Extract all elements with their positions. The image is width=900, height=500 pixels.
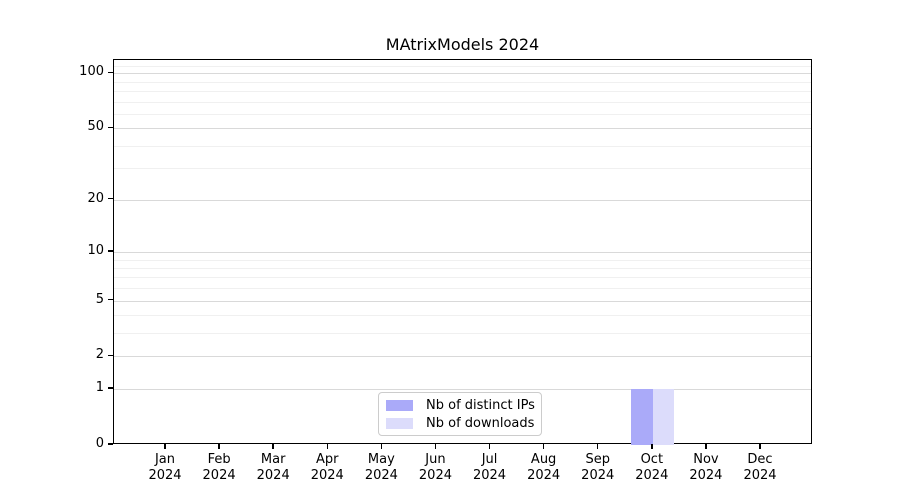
x-tick-label-nov: Nov 2024: [676, 452, 736, 484]
x-tick-label-year-dec: 2024: [743, 468, 777, 483]
gridline-minor-4: [114, 315, 811, 317]
x-tick-label-month-nov: Nov: [693, 452, 719, 467]
x-tick-feb: [218, 444, 220, 449]
gridline-minor-9: [114, 259, 811, 261]
y-tick-label-10: 10: [87, 242, 104, 258]
y-tick-label-20: 20: [87, 190, 104, 206]
gridline-major-20: [114, 199, 811, 201]
bar-nb-of-downloads-oct: [652, 389, 675, 445]
x-tick-label-month-jan: Jan: [154, 452, 176, 467]
gridline-minor-30: [114, 168, 811, 170]
x-tick-label-month-mar: Mar: [260, 452, 286, 467]
x-tick-jan: [164, 444, 166, 449]
x-tick-label-year-may: 2024: [364, 468, 398, 483]
x-tick-label-month-aug: Aug: [530, 452, 557, 467]
y-tick-20: [108, 198, 113, 200]
x-tick-sep: [597, 444, 599, 449]
y-tick-1: [108, 387, 113, 389]
legend-item-distinct-ips: Nb of distinct IPs: [386, 398, 541, 413]
chart-title: MAtrixModels 2024: [385, 35, 540, 54]
x-tick-label-month-feb: Feb: [207, 452, 231, 467]
gridline-minor-80: [114, 90, 811, 92]
x-tick-mar: [272, 444, 274, 449]
x-tick-label-year-jan: 2024: [148, 468, 182, 483]
x-tick-label-jun: Jun 2024: [405, 452, 465, 484]
x-tick-label-aug: Aug 2024: [514, 452, 574, 484]
x-tick-jul: [488, 444, 491, 449]
x-tick-label-jan: Jan 2024: [135, 452, 195, 484]
x-tick-oct: [651, 444, 653, 449]
x-tick-label-jul: Jul 2024: [460, 452, 520, 484]
x-tick-label-year-sep: 2024: [581, 468, 615, 483]
legend-label-downloads: Nb of downloads: [426, 415, 535, 431]
x-tick-nov: [705, 444, 707, 449]
legend-item-downloads: Nb of downloads: [386, 416, 541, 431]
gridline-minor-6: [114, 288, 811, 290]
x-tick-label-year-apr: 2024: [310, 468, 344, 483]
x-tick-label-month-dec: Dec: [747, 452, 773, 467]
y-tick-0: [108, 443, 113, 445]
x-tick-label-month-apr: Apr: [316, 452, 339, 467]
y-tick-label-50: 50: [87, 119, 104, 135]
gridline-major-10: [114, 251, 811, 253]
y-tick-label-2: 2: [95, 347, 104, 363]
legend-swatch-distinct-ips: [386, 399, 413, 411]
x-tick-label-year-aug: 2024: [527, 468, 561, 483]
y-tick-50: [108, 126, 113, 128]
x-tick-label-feb: Feb 2024: [189, 452, 249, 484]
x-tick-label-year-jul: 2024: [472, 468, 507, 483]
y-tick-label-1: 1: [95, 380, 104, 396]
gridline-major-100: [114, 73, 811, 75]
x-tick-aug: [542, 444, 545, 449]
x-tick-apr: [326, 444, 328, 449]
x-tick-label-year-jun: 2024: [418, 468, 452, 483]
gridline-minor-3: [114, 333, 811, 335]
gridline-minor-90: [114, 81, 811, 83]
y-tick-10: [108, 250, 113, 252]
x-tick-label-year-nov: 2024: [689, 468, 723, 483]
y-tick-100: [108, 71, 113, 73]
gridline-minor-110: [114, 65, 811, 67]
x-tick-label-sep: Sep 2024: [568, 452, 628, 484]
x-tick-jun: [434, 444, 437, 449]
gridline-major-1: [114, 389, 811, 391]
y-tick-2: [108, 354, 113, 357]
gridline-minor-40: [114, 145, 811, 147]
y-tick-5: [108, 298, 113, 301]
plot-area: [113, 59, 812, 445]
gridline-minor-70: [114, 101, 811, 103]
x-tick-dec: [759, 444, 761, 449]
gridline-major-2: [114, 356, 811, 358]
x-tick-label-mar: Mar 2024: [243, 452, 303, 484]
x-tick-label-may: May 2024: [351, 452, 411, 484]
x-tick-label-year-oct: 2024: [635, 468, 669, 483]
gridline-minor-7: [114, 277, 811, 279]
x-tick-label-month-sep: Sep: [585, 452, 610, 467]
x-tick-label-month-jun: Jun: [425, 452, 446, 467]
y-tick-label-100: 100: [79, 64, 104, 80]
x-tick-label-dec: Dec 2024: [730, 452, 790, 484]
x-tick-label-month-jul: Jul: [481, 452, 498, 467]
x-tick-label-year-feb: 2024: [202, 468, 236, 483]
y-tick-label-5: 5: [95, 291, 104, 307]
gridline-minor-60: [114, 113, 811, 115]
x-tick-label-year-mar: 2024: [256, 468, 290, 483]
gridline-major-5: [114, 300, 811, 302]
x-tick-label-month-may: May: [367, 452, 395, 467]
legend-swatch-downloads: [386, 417, 413, 429]
gridline-major-50: [114, 128, 811, 130]
y-tick-label-0: 0: [95, 436, 104, 451]
legend-label-distinct-ips: Nb of distinct IPs: [426, 397, 535, 413]
legend: Nb of distinct IPs Nb of downloads: [378, 392, 542, 436]
gridline-minor-8: [114, 267, 811, 269]
x-tick-label-month-oct: Oct: [640, 452, 664, 467]
x-tick-label-oct: Oct 2024: [622, 452, 682, 484]
bar-nb-of-distinct-ips-oct: [631, 389, 653, 445]
x-tick-label-apr: Apr 2024: [297, 452, 357, 484]
x-tick-may: [380, 444, 383, 449]
